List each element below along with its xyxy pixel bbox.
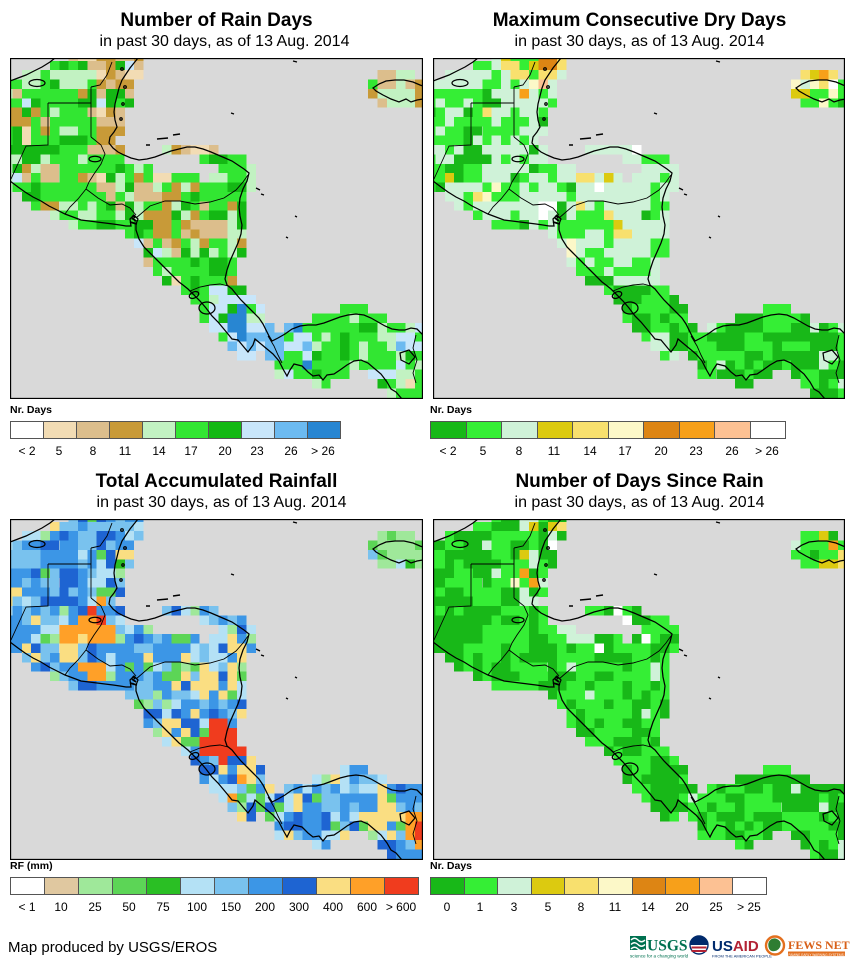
svg-text:FAMINE EARLY WARNING SYSTEMS N: FAMINE EARLY WARNING SYSTEMS NETWORK — [789, 953, 854, 957]
svg-text:science for a changing world: science for a changing world — [630, 954, 689, 959]
svg-text:USAID: USAID — [712, 938, 759, 955]
svg-text:FEWS NET: FEWS NET — [788, 938, 850, 952]
svg-text:FROM THE AMERICAN PEOPLE: FROM THE AMERICAN PEOPLE — [712, 954, 772, 959]
svg-text:USGS: USGS — [647, 938, 688, 955]
